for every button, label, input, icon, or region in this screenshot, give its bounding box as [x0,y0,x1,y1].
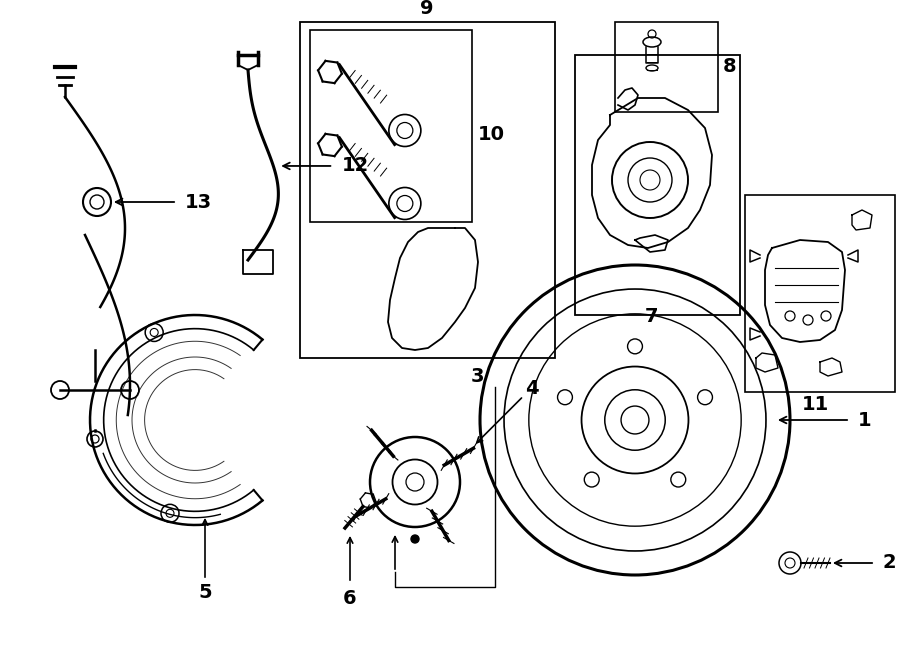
Bar [575,55,740,315]
Text: 4: 4 [525,379,538,397]
Bar [300,22,555,358]
Text: 11: 11 [801,395,829,414]
Text: 7: 7 [644,307,658,325]
Text: 10: 10 [478,126,505,145]
Bar [310,30,472,222]
Bar [615,22,718,112]
Text: 1: 1 [858,410,871,430]
Bar [745,195,895,392]
Circle shape [411,535,419,543]
Text: 8: 8 [723,58,736,77]
Text: 9: 9 [420,0,434,17]
Text: 6: 6 [343,588,356,607]
Text: 5: 5 [198,584,212,602]
Text: 12: 12 [341,157,369,175]
Text: 3: 3 [470,368,484,387]
Text: 13: 13 [185,192,212,212]
Text: 2: 2 [883,553,896,572]
